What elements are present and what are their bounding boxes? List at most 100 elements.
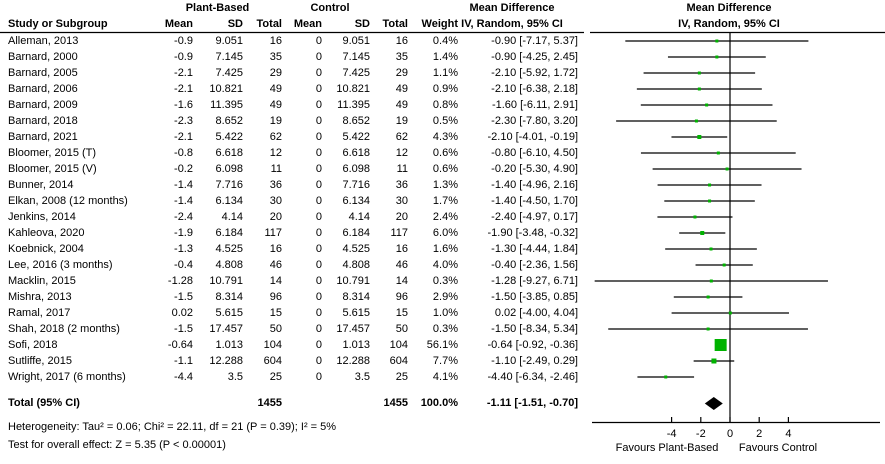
study-mean1: -1.5 (174, 323, 193, 335)
effect-square (715, 39, 719, 43)
study-total2: 96 (395, 291, 408, 303)
study-total2: 29 (395, 67, 408, 79)
effect-square (715, 55, 719, 59)
study-weight: 4.3% (432, 131, 458, 143)
study-mean2: 0 (315, 179, 322, 191)
study-total2: 14 (395, 275, 408, 287)
study-mean1: -1.4 (174, 179, 193, 191)
study-weight: 1.4% (432, 51, 458, 63)
study-sd1: 6.184 (215, 227, 243, 239)
study-weight: 56.1% (426, 339, 458, 351)
study-weight: 6.0% (432, 227, 458, 239)
study-ci: -1.30 [-4.44, 1.84] (491, 243, 578, 255)
study-mean1: -0.9 (174, 35, 193, 47)
study-mean1: -2.1 (174, 67, 193, 79)
study-weight: 0.9% (432, 83, 458, 95)
study-ci: -1.40 [-4.96, 2.16] (491, 179, 578, 191)
study-mean2: 0 (315, 355, 322, 367)
x-axis-tick-label: 2 (756, 428, 762, 440)
study-sd1: 10.821 (209, 83, 243, 95)
study-name: Sutliffe, 2015 (8, 355, 73, 367)
overall-effect-stats: Test for overall effect: Z = 5.35 (P < 0… (8, 439, 226, 451)
x-axis-label-left: Favours Plant-Based (615, 442, 719, 454)
study-sd2: 10.821 (336, 83, 370, 95)
effect-square (664, 375, 668, 379)
study-name: Bloomer, 2015 (T) (8, 147, 97, 159)
study-mean2: 0 (315, 307, 322, 319)
study-total1: 62 (269, 131, 282, 143)
study-total2: 117 (390, 227, 408, 239)
study-total1: 49 (269, 99, 282, 111)
study-total1: 14 (269, 275, 282, 287)
study-sd1: 12.288 (209, 355, 243, 367)
effect-square (709, 247, 713, 251)
study-sd1: 5.615 (215, 307, 243, 319)
study-mean1: -1.1 (174, 355, 193, 367)
study-mean1: -2.1 (174, 131, 193, 143)
study-weight: 1.0% (432, 307, 458, 319)
effect-square (711, 358, 717, 364)
study-ci: -2.10 [-6.38, 2.18] (491, 83, 578, 95)
study-total1: 11 (270, 163, 282, 175)
study-mean2: 0 (315, 259, 322, 271)
study-mean1: -0.2 (174, 163, 193, 175)
col-header-total-ctrl: Total (382, 18, 408, 30)
study-mean1: -1.6 (174, 99, 193, 111)
study-ci: -4.40 [-6.34, -2.46] (487, 371, 579, 383)
study-mean1: 0.02 (171, 307, 193, 319)
study-mean2: 0 (315, 115, 322, 127)
study-mean1: -0.8 (174, 147, 193, 159)
study-sd2: 10.791 (336, 275, 370, 287)
study-sd2: 4.14 (348, 211, 370, 223)
col-header-study: Study or Subgroup (8, 18, 108, 30)
study-total1: 36 (269, 179, 282, 191)
study-sd1: 7.145 (215, 51, 243, 63)
study-mean1: -1.5 (174, 291, 193, 303)
study-sd1: 3.5 (227, 371, 243, 383)
study-sd2: 11.395 (337, 99, 370, 111)
study-mean1: -2.3 (174, 115, 193, 127)
study-sd1: 4.525 (215, 243, 243, 255)
study-name: Koebnick, 2004 (8, 243, 84, 255)
study-total2: 604 (389, 355, 408, 367)
col-header-sd-pb: SD (227, 18, 243, 30)
study-name: Barnard, 2006 (8, 83, 78, 95)
study-sd1: 17.457 (209, 323, 243, 335)
x-axis-tick-label: -2 (696, 428, 706, 440)
study-mean1: -2.4 (174, 211, 193, 223)
study-total2: 46 (395, 259, 408, 271)
study-weight: 0.6% (432, 147, 458, 159)
study-sd1: 9.051 (215, 35, 243, 47)
study-sd2: 1.013 (342, 339, 370, 351)
x-axis-tick-label: -4 (667, 428, 677, 440)
col-header-ci-text: IV, Random, 95% CI (461, 18, 563, 30)
study-total2: 49 (395, 99, 408, 111)
study-sd1: 6.618 (215, 147, 243, 159)
study-mean2: 0 (315, 147, 322, 159)
col-header-sd-ctrl: SD (354, 18, 370, 30)
study-total1: 49 (269, 83, 282, 95)
study-total1: 96 (269, 291, 282, 303)
mean-difference-col-title: Mean Difference (469, 2, 555, 14)
study-ci: -2.40 [-4.97, 0.17] (491, 211, 578, 223)
study-total2: 19 (395, 115, 408, 127)
study-total1: 30 (269, 195, 282, 207)
total-row-n-control: 1455 (383, 397, 408, 409)
study-total1: 50 (269, 323, 282, 335)
study-total2: 12 (395, 147, 408, 159)
study-total2: 50 (395, 323, 408, 335)
study-total1: 35 (269, 51, 282, 63)
study-sd1: 5.422 (215, 131, 243, 143)
study-mean1: -1.3 (174, 243, 193, 255)
study-sd2: 6.134 (342, 195, 370, 207)
study-weight: 4.0% (432, 259, 458, 271)
study-name: Jenkins, 2014 (8, 211, 76, 223)
study-sd2: 8.652 (342, 115, 370, 127)
study-mean2: 0 (315, 323, 322, 335)
study-name: Bloomer, 2015 (V) (8, 163, 97, 175)
study-total2: 62 (395, 131, 408, 143)
study-weight: 2.9% (432, 291, 458, 303)
group-header-plant-based: Plant-Based (185, 2, 250, 14)
study-sd2: 7.716 (342, 179, 370, 191)
effect-square (706, 327, 710, 331)
